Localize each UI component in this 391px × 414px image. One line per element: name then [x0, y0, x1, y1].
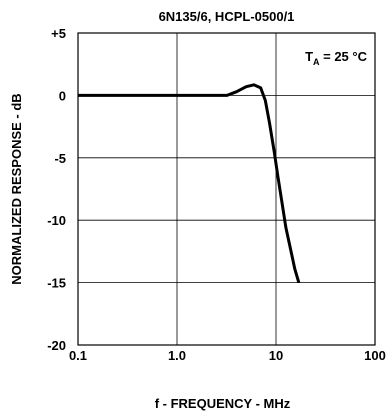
y-axis-label: NORMALIZED RESPONSE - dB — [9, 93, 24, 284]
annotation-rest: = 25 °C — [320, 49, 368, 64]
grid — [78, 33, 375, 345]
y-tick-label: -20 — [47, 338, 66, 353]
y-tick-label: -15 — [47, 276, 66, 291]
plot-frame — [77, 32, 376, 346]
y-tick-label: +5 — [51, 26, 66, 41]
x-tick-label: 10 — [269, 348, 283, 363]
annotation-subscript: A — [313, 57, 320, 67]
annotation-main: T — [305, 49, 313, 64]
y-tick-label: 0 — [59, 88, 66, 103]
y-tick-label: -10 — [47, 213, 66, 228]
x-ticks: 0.1 1.0 10 100 — [69, 348, 386, 363]
chart-title: 6N135/6, HCPL-0500/1 — [159, 9, 295, 24]
x-tick-label: 100 — [364, 348, 386, 363]
series-line — [78, 83, 301, 284]
temperature-annotation: TA = 25 °C — [305, 49, 368, 67]
y-ticks: +5 0 -5 -10 -15 -20 — [47, 26, 66, 353]
x-axis-label: f - FREQUENCY - MHz — [155, 396, 291, 411]
x-tick-label: 0.1 — [69, 348, 87, 363]
y-tick-label: -5 — [54, 151, 66, 166]
x-tick-label: 1.0 — [168, 348, 186, 363]
